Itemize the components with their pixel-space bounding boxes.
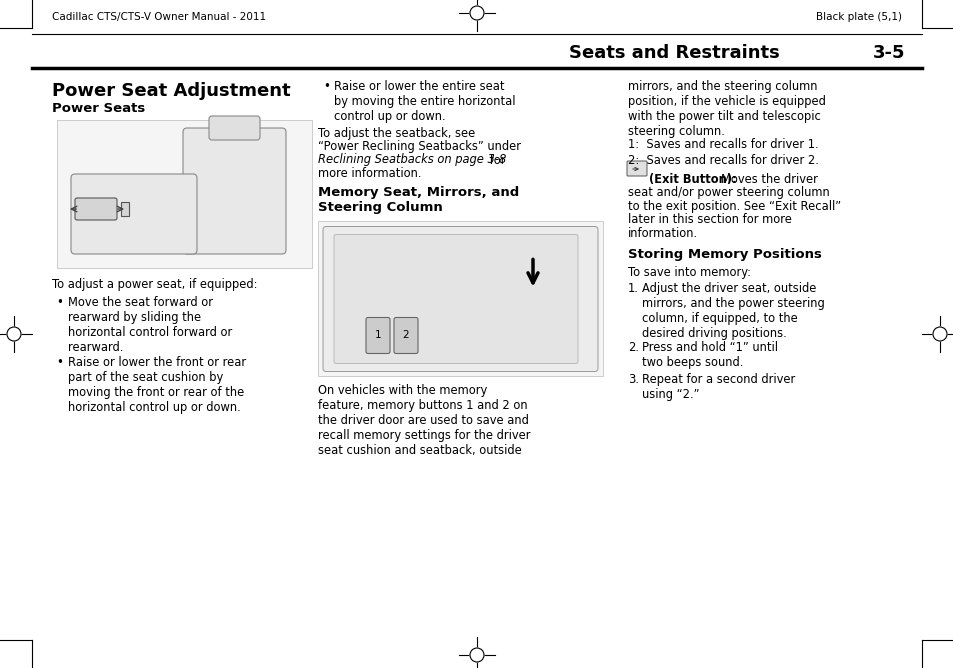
FancyBboxPatch shape	[323, 226, 598, 371]
Circle shape	[470, 6, 483, 20]
Text: Power Seats: Power Seats	[52, 102, 145, 115]
Circle shape	[932, 327, 946, 341]
FancyBboxPatch shape	[366, 317, 390, 353]
Text: Seats and Restraints: Seats and Restraints	[569, 44, 780, 62]
Text: Repeat for a second driver
using “2.”: Repeat for a second driver using “2.”	[641, 373, 795, 401]
Text: To adjust a power seat, if equipped:: To adjust a power seat, if equipped:	[52, 278, 257, 291]
FancyBboxPatch shape	[394, 317, 417, 353]
Text: Raise or lower the front or rear
part of the seat cushion by
moving the front or: Raise or lower the front or rear part of…	[68, 357, 246, 415]
Text: •: •	[323, 80, 330, 93]
Text: Move the seat forward or
rearward by sliding the
horizontal control forward or
r: Move the seat forward or rearward by sli…	[68, 297, 232, 355]
Text: “Power Reclining Seatbacks” under: “Power Reclining Seatbacks” under	[317, 140, 520, 153]
Text: mirrors, and the steering column
position, if the vehicle is equipped
with the p: mirrors, and the steering column positio…	[627, 80, 825, 138]
Text: 2.: 2.	[627, 341, 639, 355]
Text: Black plate (5,1): Black plate (5,1)	[815, 12, 901, 22]
Text: 1:  Saves and recalls for driver 1.: 1: Saves and recalls for driver 1.	[627, 138, 818, 151]
Text: more information.: more information.	[317, 167, 421, 180]
Text: 3-5: 3-5	[872, 44, 904, 62]
Text: Storing Memory Positions: Storing Memory Positions	[627, 248, 821, 261]
FancyBboxPatch shape	[71, 174, 196, 254]
Text: 3.: 3.	[627, 373, 639, 387]
FancyBboxPatch shape	[626, 161, 646, 176]
FancyBboxPatch shape	[183, 128, 286, 254]
Text: Raise or lower the entire seat
by moving the entire horizontal
control up or dow: Raise or lower the entire seat by moving…	[334, 80, 515, 123]
Bar	[317, 222, 602, 377]
Text: (Exit Button):: (Exit Button):	[648, 173, 740, 186]
Text: Moves the driver: Moves the driver	[720, 173, 817, 186]
Text: 1: 1	[375, 331, 381, 341]
Bar	[121, 202, 129, 216]
Text: later in this section for more: later in this section for more	[627, 214, 791, 226]
Text: •: •	[56, 297, 63, 309]
Circle shape	[470, 648, 483, 662]
Text: •: •	[56, 357, 63, 369]
Text: Cadillac CTS/CTS-V Owner Manual - 2011: Cadillac CTS/CTS-V Owner Manual - 2011	[52, 12, 266, 22]
Text: On vehicles with the memory
feature, memory buttons 1 and 2 on
the driver door a: On vehicles with the memory feature, mem…	[317, 385, 530, 458]
Text: Power Seat Adjustment: Power Seat Adjustment	[52, 82, 291, 100]
Text: information.: information.	[627, 227, 698, 240]
Text: Memory Seat, Mirrors, and
Steering Column: Memory Seat, Mirrors, and Steering Colum…	[317, 186, 518, 214]
Text: seat and/or power steering column: seat and/or power steering column	[627, 186, 829, 200]
Text: To adjust the seatback, see: To adjust the seatback, see	[317, 126, 475, 140]
Bar	[57, 120, 312, 268]
FancyBboxPatch shape	[334, 234, 578, 363]
Text: to the exit position. See “Exit Recall”: to the exit position. See “Exit Recall”	[627, 200, 841, 213]
Text: Press and hold “1” until
two beeps sound.: Press and hold “1” until two beeps sound…	[641, 341, 778, 369]
FancyBboxPatch shape	[75, 198, 117, 220]
Text: 2:  Saves and recalls for driver 2.: 2: Saves and recalls for driver 2.	[627, 154, 818, 166]
Text: 2: 2	[402, 331, 409, 341]
Text: To save into memory:: To save into memory:	[627, 266, 750, 279]
Circle shape	[7, 327, 21, 341]
FancyBboxPatch shape	[209, 116, 260, 140]
Text: Adjust the driver seat, outside
mirrors, and the power steering
column, if equip: Adjust the driver seat, outside mirrors,…	[641, 283, 824, 341]
Text: 1.: 1.	[627, 283, 639, 295]
Text: Reclining Seatbacks on page 3-8: Reclining Seatbacks on page 3-8	[317, 154, 506, 166]
Text: for: for	[485, 154, 505, 166]
